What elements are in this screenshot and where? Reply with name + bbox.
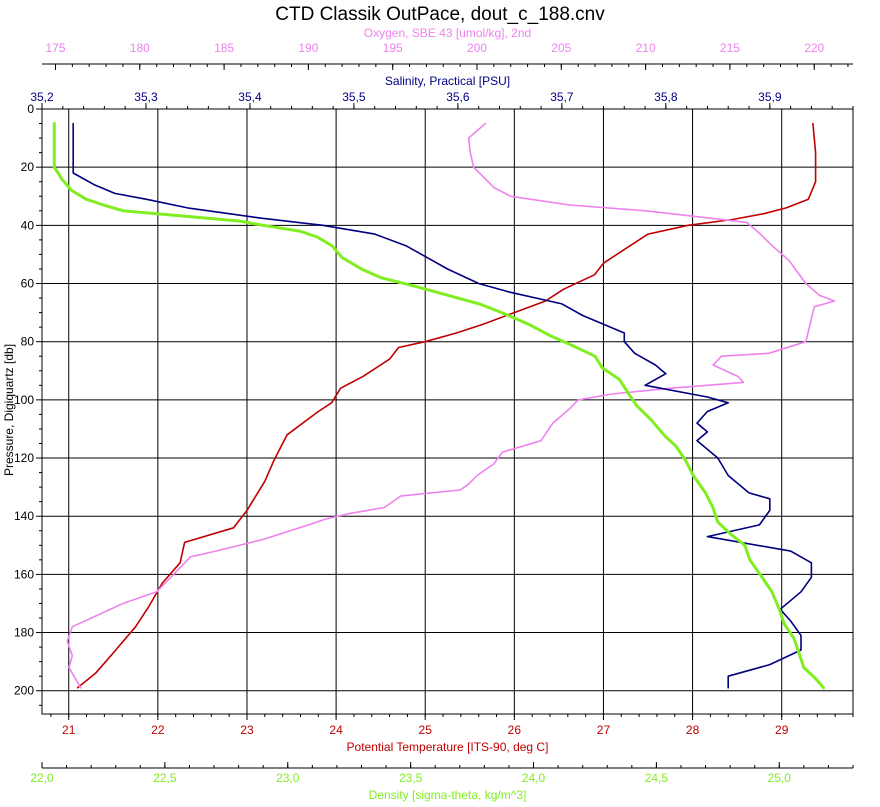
oxygen-tick-label: 180 xyxy=(130,41,150,55)
temperature-tick-label: 27 xyxy=(597,723,611,737)
y-tick-label: 40 xyxy=(21,218,35,232)
salinity-tick-label: 35,4 xyxy=(238,90,262,104)
oxygen-tick-label: 175 xyxy=(45,41,65,55)
grid-lines xyxy=(42,108,853,714)
y-tick-label: 60 xyxy=(21,277,35,291)
salinity-tick-label: 35,5 xyxy=(342,90,366,104)
temperature-tick-label: 22 xyxy=(151,723,165,737)
temperature-tick-label: 21 xyxy=(62,723,76,737)
plot-frame xyxy=(41,108,854,715)
y-axis-label: Pressure, Digiquartz [db] xyxy=(2,344,16,476)
temperature-tick-label: 26 xyxy=(508,723,522,737)
temperature-series-line xyxy=(76,122,817,689)
oxygen-tick-label: 215 xyxy=(720,41,740,55)
temperature-axis: 21 22 23 24 25 26 27 28 29 Potential Temperature … xyxy=(50,714,854,754)
oxygen-tick-label: 205 xyxy=(551,41,571,55)
oxygen-series-line xyxy=(66,122,836,689)
oxygen-axis-title: Oxygen, SBE 43 [umol/kg], 2nd xyxy=(364,26,531,40)
salinity-series-line xyxy=(72,122,813,689)
temperature-tick-label: 29 xyxy=(775,723,789,737)
density-series-line xyxy=(52,122,825,690)
temperature-tick-label: 23 xyxy=(240,723,254,737)
y-tick-label: 140 xyxy=(14,509,34,523)
salinity-tick-label: 35,7 xyxy=(550,90,574,104)
y-tick-label: 20 xyxy=(21,160,35,174)
salinity-tick-label: 35,3 xyxy=(134,90,158,104)
y-tick-label: 120 xyxy=(14,451,34,465)
density-tick-label: 23,5 xyxy=(399,771,423,785)
salinity-axis: 35,2 35,3 35,4 35,5 35,6 35,7 35,8 35,9 Salinity… xyxy=(30,74,854,109)
temperature-tick-label: 28 xyxy=(686,723,700,737)
density-axis-title: Density [sigma-theta, kg/m^3] xyxy=(369,788,527,802)
salinity-tick-label: 35,9 xyxy=(758,90,782,104)
salinity-tick-label: 35,2 xyxy=(30,90,54,104)
density-tick-label: 24,0 xyxy=(522,771,546,785)
oxygen-tick-label: 195 xyxy=(383,41,403,55)
temperature-tick-label: 24 xyxy=(329,723,343,737)
y-tick-label: 200 xyxy=(14,684,34,698)
oxygen-tick-label: 210 xyxy=(636,41,656,55)
temperature-tick-label: 25 xyxy=(419,723,433,737)
density-axis: 22,0 22,5 23,0 23,5 24,0 24,5 25,0 Density [sig… xyxy=(30,762,854,802)
density-tick-label: 24,5 xyxy=(645,771,669,785)
y-tick-label: 80 xyxy=(21,335,35,349)
y-tick-label: 180 xyxy=(14,626,34,640)
oxygen-tick-label: 185 xyxy=(214,41,234,55)
salinity-tick-label: 35,8 xyxy=(654,90,678,104)
oxygen-axis: 175 180 185 190 195 200 205 210 215 220 Oxygen, SB… xyxy=(42,26,853,70)
density-tick-label: 25,0 xyxy=(768,771,792,785)
y-tick-label: 100 xyxy=(14,393,34,407)
oxygen-tick-label: 190 xyxy=(298,41,318,55)
series-layer xyxy=(52,122,836,690)
y-tick-label: 160 xyxy=(14,567,34,581)
temperature-axis-title: Potential Temperature [ITS-90, deg C] xyxy=(347,740,549,754)
chart-title: CTD Classik OutPace, dout_c_188.cnv xyxy=(275,4,605,25)
density-tick-label: 22,5 xyxy=(153,771,177,785)
y-tick-label: 0 xyxy=(27,102,34,116)
oxygen-tick-label: 220 xyxy=(804,41,824,55)
oxygen-tick-label: 200 xyxy=(467,41,487,55)
salinity-tick-label: 35,6 xyxy=(446,90,470,104)
density-tick-label: 22,0 xyxy=(30,771,54,785)
density-tick-label: 23,0 xyxy=(276,771,300,785)
salinity-axis-title: Salinity, Practical [PSU] xyxy=(385,74,510,88)
